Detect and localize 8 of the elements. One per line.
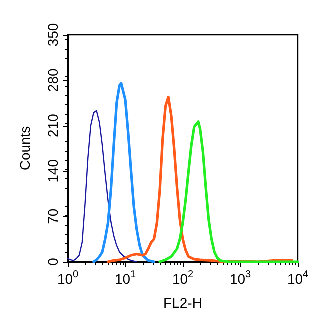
y-tick-label: 350	[45, 23, 61, 47]
y-tick-label: 280	[45, 68, 61, 92]
y-tick-label: 0	[45, 258, 61, 266]
y-tick-label: 210	[45, 114, 61, 138]
y-tick-label: 70	[45, 208, 61, 224]
x-axis-title: FL2-H	[164, 295, 202, 311]
y-tick-label: 140	[45, 159, 61, 183]
y-axis-title: Counts	[17, 126, 33, 171]
